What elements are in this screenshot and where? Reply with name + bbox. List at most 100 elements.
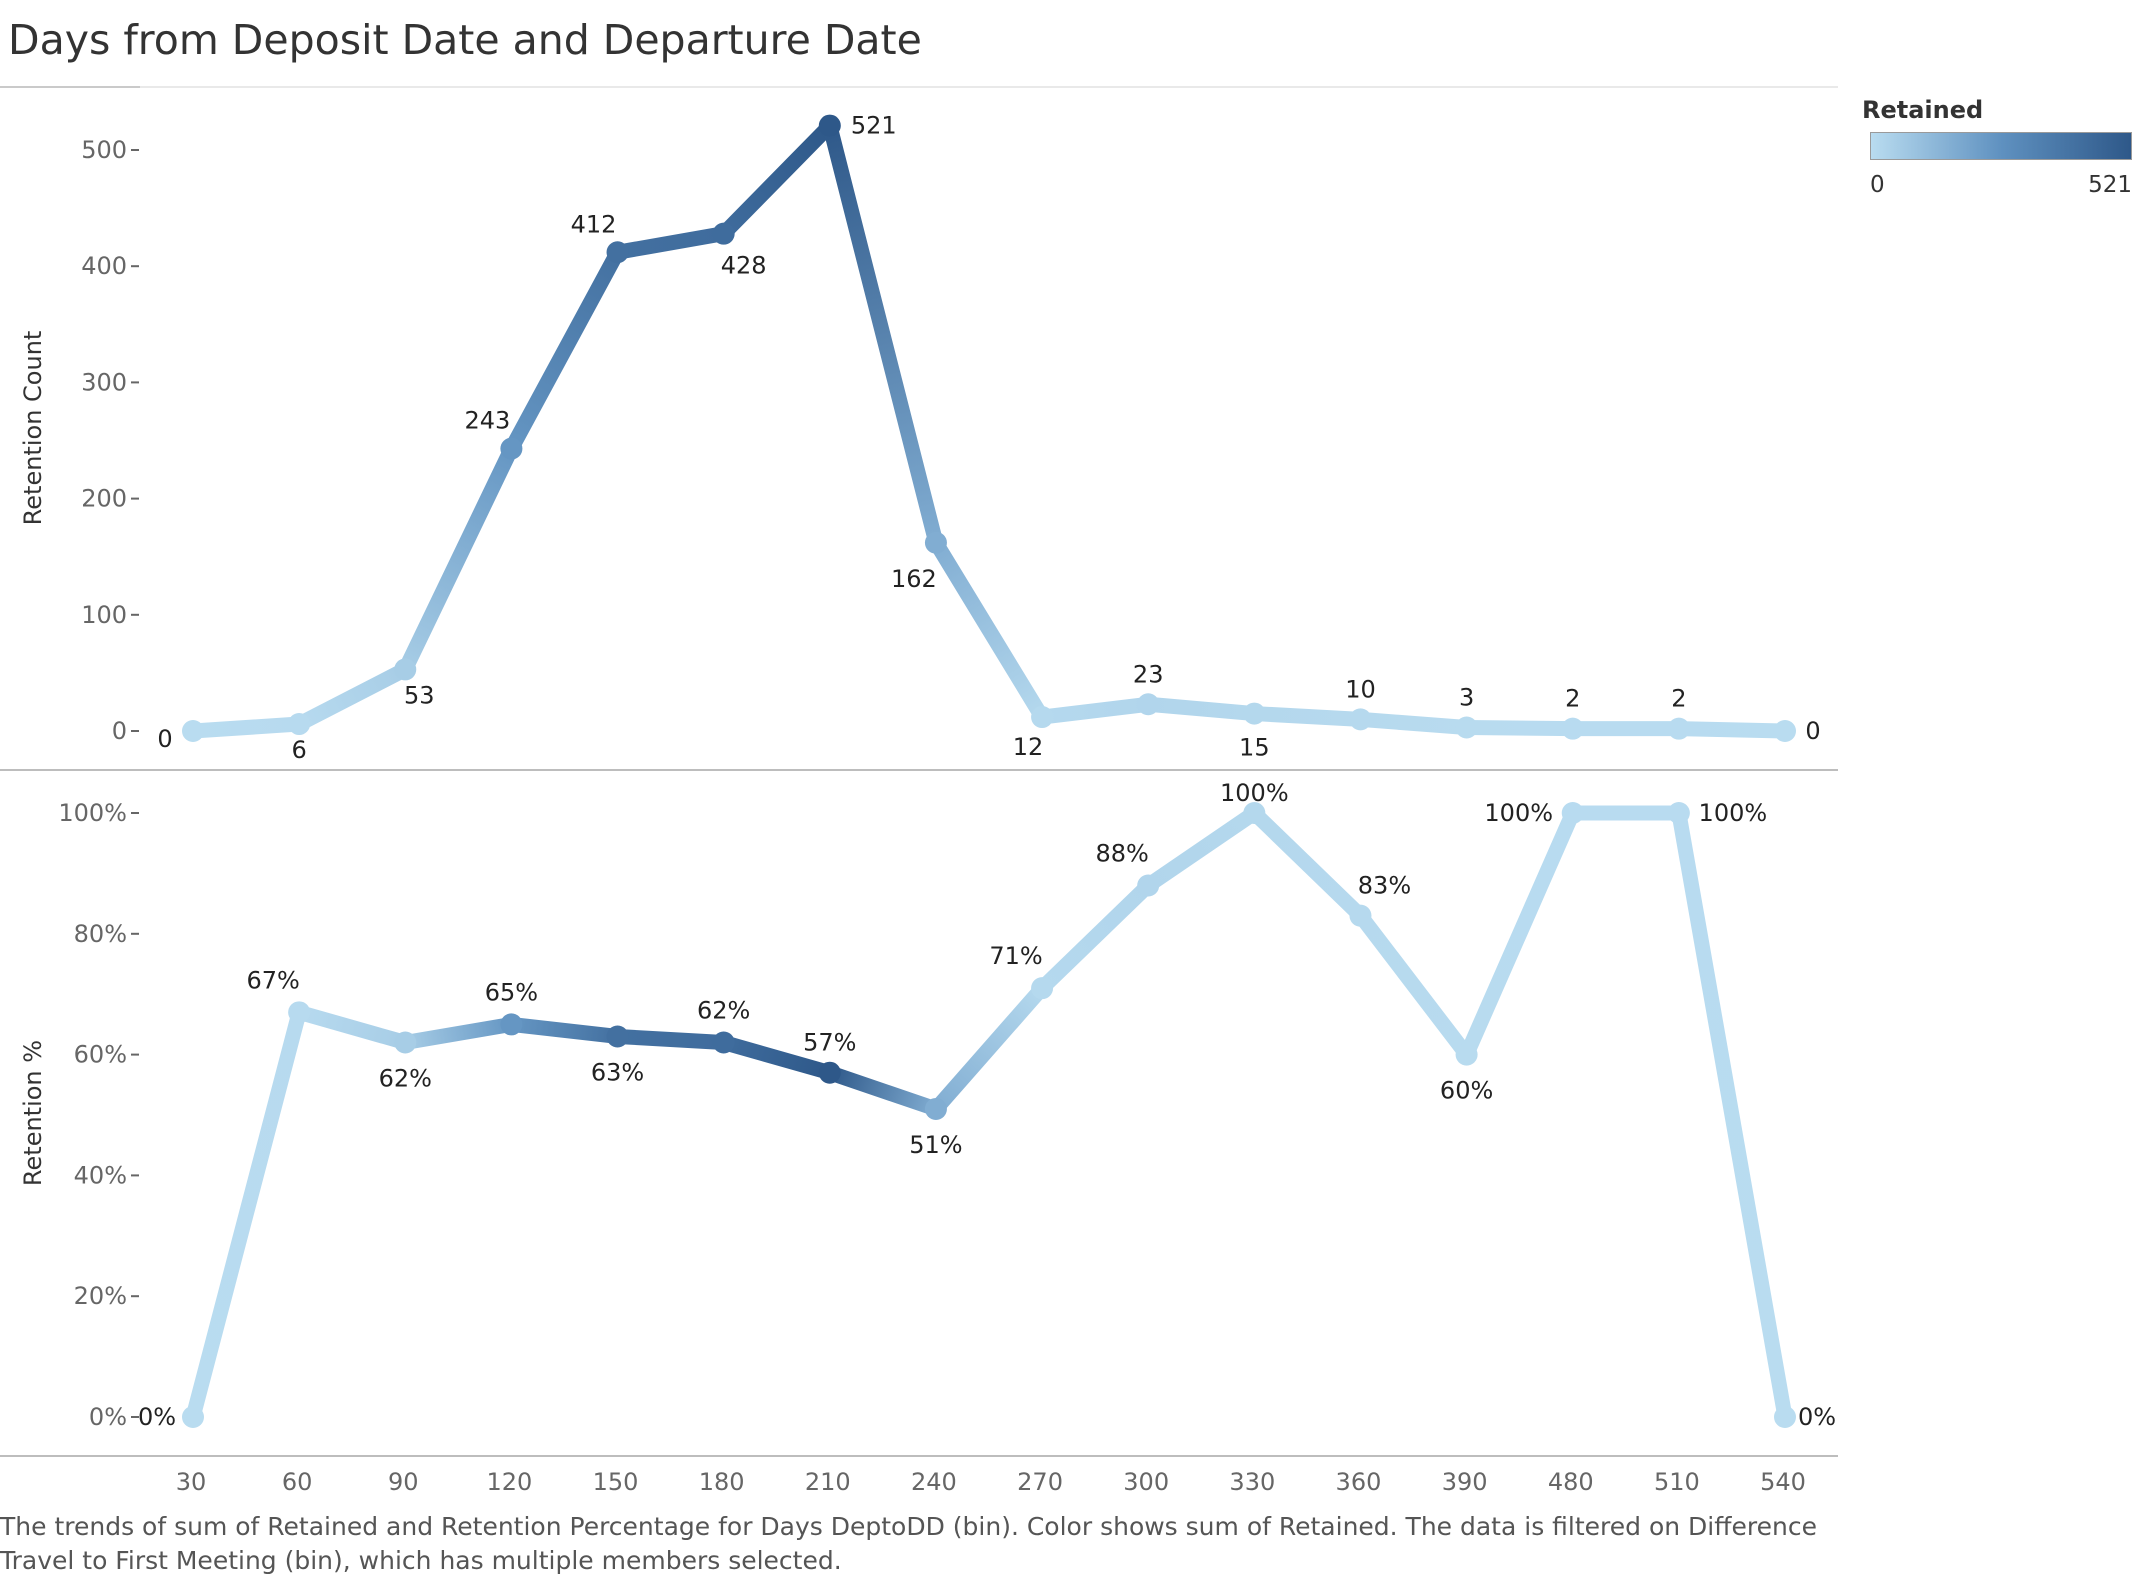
data-point[interactable] (1667, 717, 1690, 740)
y-tick-label: 200 (81, 485, 127, 513)
x-tick-label: 240 (911, 1468, 957, 1496)
data-point[interactable] (1561, 802, 1584, 824)
data-label: 60% (1440, 1077, 1493, 1105)
y-tick-label: 400 (81, 252, 127, 280)
line-segment (1459, 805, 1581, 1063)
data-point[interactable] (288, 1001, 311, 1024)
line-segment (716, 118, 838, 242)
data-label: 88% (1096, 839, 1149, 867)
y-tick-label: 0% (89, 1403, 127, 1431)
data-label: 100% (1699, 799, 1768, 827)
data-point[interactable] (712, 222, 735, 245)
line-segment (397, 441, 519, 677)
data-label: 428 (721, 252, 767, 280)
data-point[interactable] (288, 713, 311, 736)
y-tick-label: 0 (112, 717, 127, 745)
line-segment (397, 1016, 519, 1051)
legend-title: Retained (1862, 96, 1984, 124)
line-segment (928, 980, 1050, 1117)
data-point[interactable] (1561, 717, 1584, 740)
line-segment (1352, 908, 1475, 1063)
data-point[interactable] (1349, 708, 1372, 731)
x-tick-label: 210 (805, 1468, 851, 1496)
data-point[interactable] (1774, 720, 1796, 742)
data-point[interactable] (1455, 1043, 1478, 1066)
line-segment (1246, 805, 1368, 924)
line-segment (610, 226, 732, 260)
data-label: 412 (571, 210, 617, 238)
data-label: 10 (1345, 675, 1376, 703)
data-label: 521 (851, 112, 897, 140)
data-point[interactable] (1349, 904, 1372, 927)
line-segment (716, 1035, 838, 1081)
chart-title: Days from Deposit Date and Departure Dat… (8, 16, 922, 64)
data-label: 2 (1671, 685, 1686, 713)
data-point[interactable] (1137, 693, 1160, 716)
data-point[interactable] (1243, 702, 1266, 725)
y-tick-label: 500 (81, 136, 127, 164)
data-point[interactable] (924, 531, 947, 554)
data-point[interactable] (182, 720, 204, 742)
data-point[interactable] (1137, 874, 1160, 897)
data-label: 6 (291, 736, 306, 764)
x-tick-label: 360 (1336, 1468, 1382, 1496)
chart-structure (0, 86, 1838, 1457)
data-point[interactable] (606, 1025, 629, 1048)
data-label: 243 (464, 407, 510, 435)
data-label: 53 (404, 681, 435, 709)
data-point[interactable] (1774, 1406, 1796, 1428)
data-point[interactable] (500, 437, 523, 460)
data-point[interactable] (1667, 802, 1690, 824)
series-lines (185, 118, 1793, 1425)
data-point[interactable] (1031, 977, 1054, 1000)
data-point[interactable] (712, 1031, 735, 1054)
x-tick-label: 330 (1229, 1468, 1275, 1496)
data-point[interactable] (394, 658, 417, 681)
data-point[interactable] (500, 1013, 523, 1036)
data-point[interactable] (182, 1406, 204, 1428)
data-label: 12 (1013, 733, 1044, 761)
line-segment (1671, 721, 1793, 739)
data-point[interactable] (1455, 716, 1478, 739)
data-label: 100% (1220, 779, 1289, 807)
line-segment (1671, 805, 1793, 1425)
line-segment (610, 1028, 732, 1051)
line-segment (928, 535, 1050, 725)
data-label: 162 (891, 565, 937, 593)
legend-max-label: 521 (2088, 172, 2132, 198)
x-tick-label: 480 (1548, 1468, 1594, 1496)
x-tick-label: 270 (1017, 1468, 1063, 1496)
data-point[interactable] (394, 1031, 417, 1054)
line-segment (1246, 706, 1368, 727)
data-label: 57% (803, 1029, 856, 1057)
y-tick-label: 100 (81, 601, 127, 629)
data-point[interactable] (1031, 706, 1054, 729)
x-tick-label: 180 (699, 1468, 745, 1496)
x-tick-label: 540 (1760, 1468, 1806, 1496)
data-point[interactable] (818, 1061, 841, 1084)
data-label: 51% (909, 1131, 962, 1159)
data-point[interactable] (1243, 802, 1266, 824)
x-tick-label: 510 (1654, 1468, 1700, 1496)
line-segment (1034, 696, 1156, 725)
x-tick-label: 300 (1123, 1468, 1169, 1496)
x-tick-label: 120 (486, 1468, 532, 1496)
line-segment (822, 118, 944, 551)
line-segment (291, 1004, 413, 1051)
data-point[interactable] (818, 114, 841, 137)
data-label: 62% (379, 1065, 432, 1093)
chart-caption: The trends of sum of Retained and Retent… (0, 1512, 1817, 1575)
data-point[interactable] (606, 241, 629, 264)
line-segment (185, 1004, 307, 1425)
line-segment (503, 1016, 626, 1044)
data-label: 63% (591, 1058, 644, 1086)
legend-min-label: 0 (1870, 172, 1885, 198)
y-tick-label: 20% (74, 1282, 127, 1310)
series-points (182, 114, 1796, 1428)
x-tick-label: 390 (1442, 1468, 1488, 1496)
line-segment (503, 244, 626, 457)
data-point[interactable] (924, 1097, 947, 1120)
x-tick-label: 60 (282, 1468, 313, 1496)
